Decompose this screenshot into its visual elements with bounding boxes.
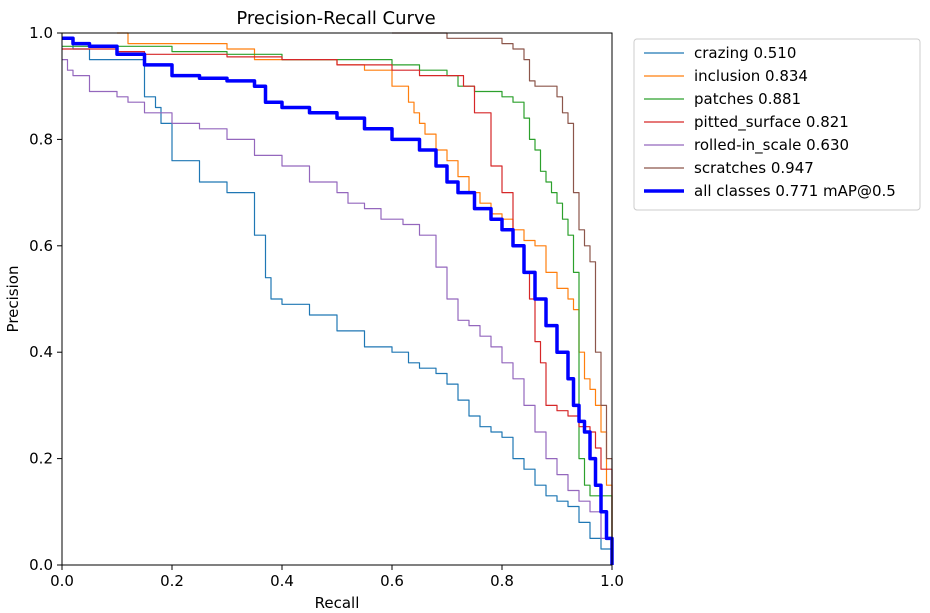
x-tick-label: 0.2 <box>160 572 184 590</box>
series-line-2 <box>62 45 613 565</box>
y-tick-label: 1.0 <box>29 24 53 42</box>
x-axis-ticks: 0.0 0.2 0.4 0.6 0.8 1.0 <box>50 565 624 590</box>
x-tick-label: 0.0 <box>50 572 74 590</box>
x-tick-label: 0.8 <box>490 572 514 590</box>
x-tick-label: 0.6 <box>380 572 404 590</box>
y-tick-label: 0.2 <box>29 450 53 468</box>
y-tick-label: 0.4 <box>29 343 53 361</box>
y-axis-ticks: 0.0 0.2 0.4 0.6 0.8 1.0 <box>29 24 62 574</box>
series-lines <box>62 32 614 565</box>
y-axis-label: Precision <box>4 266 22 333</box>
x-axis-label: Recall <box>315 594 360 612</box>
legend-label-4: rolled-in_scale 0.630 <box>694 136 849 155</box>
y-tick-label: 0.0 <box>29 556 53 574</box>
legend-label-0: crazing 0.510 <box>694 44 796 62</box>
legend-label-1: inclusion 0.834 <box>694 67 808 85</box>
series-line-5 <box>392 32 613 565</box>
plot-frame <box>61 32 613 566</box>
legend-label-3: pitted_surface 0.821 <box>694 113 849 132</box>
legend: crazing 0.510 inclusion 0.834 patches 0.88… <box>633 38 921 211</box>
series-line-0 <box>62 37 613 565</box>
series-line-6 <box>62 36 614 565</box>
series-line-4 <box>62 59 613 565</box>
legend-frame <box>633 38 921 211</box>
legend-label-2: patches 0.881 <box>694 90 801 108</box>
chart-title: Precision-Recall Curve <box>236 8 435 29</box>
y-tick-label: 0.8 <box>29 130 53 148</box>
x-tick-label: 0.4 <box>270 572 294 590</box>
y-tick-label: 0.6 <box>29 237 53 255</box>
legend-label-6: all classes 0.771 mAP@0.5 <box>694 182 896 200</box>
x-tick-label: 1.0 <box>600 572 624 590</box>
legend-label-5: scratches 0.947 <box>694 159 814 177</box>
